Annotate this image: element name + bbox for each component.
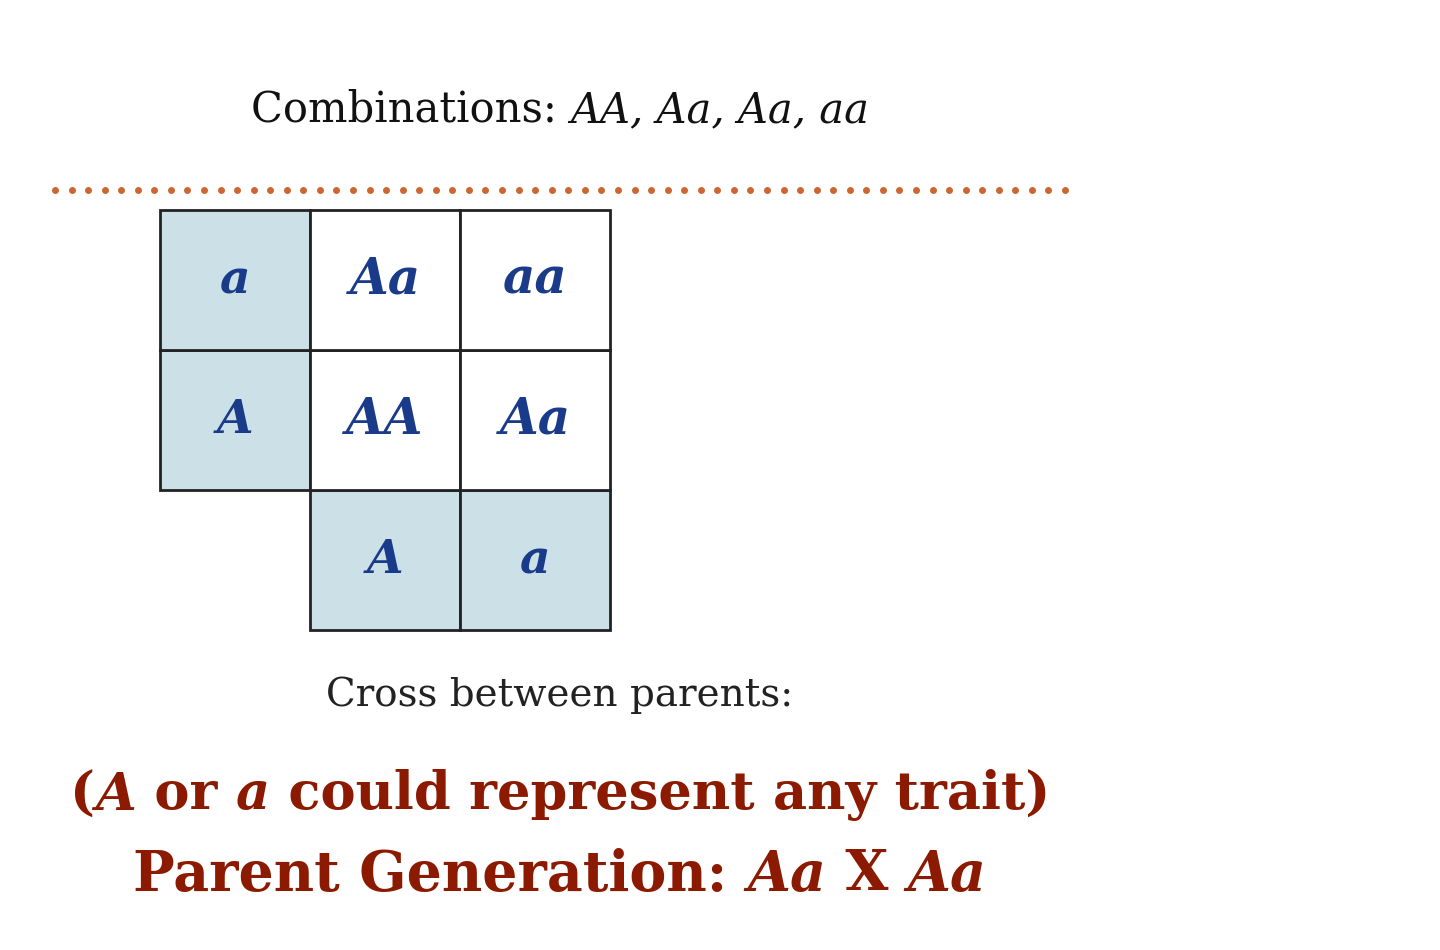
Text: aa: aa	[503, 256, 567, 305]
Bar	[310, 210, 459, 350]
Text: A: A	[95, 770, 135, 821]
Bar	[459, 210, 611, 350]
Bar	[459, 490, 611, 630]
Text: could represent any trait): could represent any trait)	[269, 769, 1050, 821]
Text: Combinations:: Combinations:	[251, 89, 570, 131]
Text: A: A	[367, 537, 403, 583]
Bar	[459, 350, 611, 490]
Text: AA: AA	[346, 395, 423, 445]
Text: Cross between parents:: Cross between parents:	[327, 676, 793, 713]
Text: A: A	[216, 397, 253, 443]
Bar	[160, 210, 310, 350]
Text: AA, Aa, Aa, aa: AA, Aa, Aa, aa	[570, 89, 870, 131]
Text: a: a	[520, 537, 550, 583]
Text: or: or	[135, 770, 236, 821]
Text: X: X	[827, 847, 907, 902]
Text: (: (	[71, 770, 95, 821]
Text: a: a	[236, 770, 269, 821]
Text: Aa: Aa	[500, 395, 570, 445]
Text: Aa: Aa	[350, 256, 420, 305]
Bar	[310, 490, 459, 630]
Bar	[160, 350, 310, 490]
Text: Parent Generation:: Parent Generation:	[134, 847, 747, 902]
Text: a: a	[220, 257, 251, 303]
Text: Aa: Aa	[747, 847, 827, 902]
Bar	[310, 350, 459, 490]
Text: Aa: Aa	[907, 847, 986, 902]
